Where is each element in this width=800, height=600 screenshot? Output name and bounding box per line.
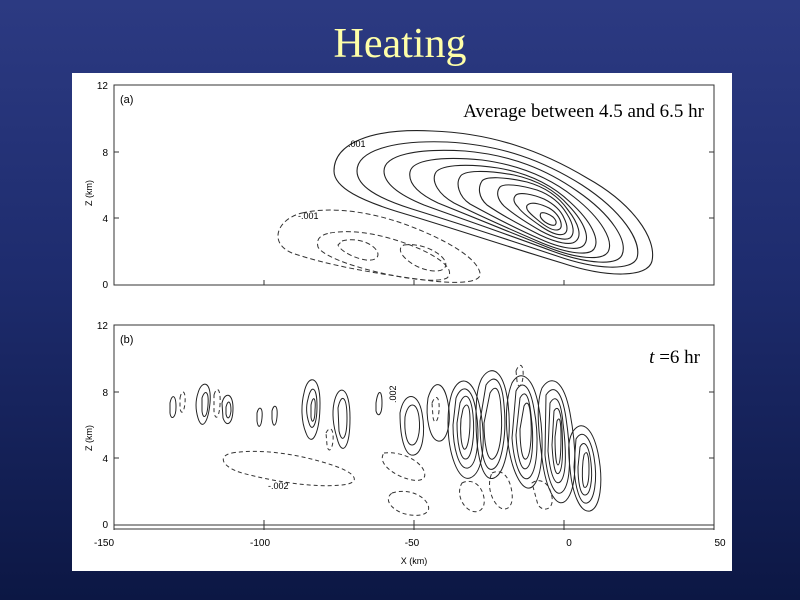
panel-b: 12 8 4 0 Z (km) (b) -150 -100 -50 0 50 X… <box>84 321 726 566</box>
panel-b-xtick: 50 <box>714 538 726 549</box>
panel-b-xtick: -100 <box>250 538 270 549</box>
panel-b-xtick: 0 <box>566 538 572 549</box>
panel-a-ytick: 8 <box>102 148 108 159</box>
panel-b-negative-contours <box>179 364 553 516</box>
panel-b-xtick: -150 <box>94 538 114 549</box>
panel-a-annotation: Average between 4.5 and 6.5 hr <box>463 101 704 122</box>
panel-a: 12 8 4 0 Z (km) (a) <box>84 81 715 291</box>
panel-b-contour-label-positive: .002 <box>388 385 398 403</box>
panel-a-ytick: 4 <box>102 214 108 225</box>
panel-a-tag: (a) <box>120 94 133 106</box>
panel-b-annotation: t =6 hr <box>649 347 700 369</box>
panel-b-xlabel: X (km) <box>401 556 428 566</box>
panel-a-ytick: 12 <box>97 81 109 92</box>
figure: 12 8 4 0 Z (km) (a) <box>72 73 732 571</box>
panel-b-ylabel: Z (km) <box>84 425 94 451</box>
figure-plot: 12 8 4 0 Z (km) (a) <box>84 81 726 566</box>
panel-a-contour-label-negative: -.001 <box>298 211 319 221</box>
panel-b-tag: (b) <box>120 334 133 346</box>
panel-b-ytick: 4 <box>102 454 108 465</box>
panel-a-positive-contours <box>333 130 654 275</box>
panel-b-contour-label-negative: -.002 <box>268 481 289 491</box>
panel-b-ytick: 12 <box>97 321 109 332</box>
panel-a-ylabel: Z (km) <box>84 180 94 206</box>
panel-a-negative-contours <box>277 209 481 283</box>
panel-b-frame <box>113 324 715 526</box>
panel-b-ytick: 8 <box>102 388 108 399</box>
panel-b-positive-contours <box>169 370 602 512</box>
panel-a-ytick: 0 <box>102 280 108 291</box>
panel-b-ytick: 0 <box>102 520 108 531</box>
panel-b-xtick: -50 <box>405 538 420 549</box>
panel-b-annotation-variable: t <box>649 347 655 368</box>
panel-b-annotation-value: =6 hr <box>654 347 700 368</box>
slide-title: Heating <box>333 21 467 67</box>
panel-a-contour-label-positive: .001 <box>348 139 366 149</box>
